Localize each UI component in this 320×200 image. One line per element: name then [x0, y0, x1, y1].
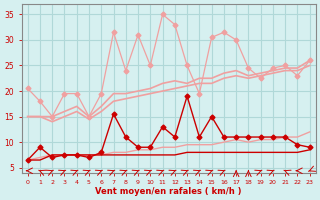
X-axis label: Vent moyen/en rafales ( km/h ): Vent moyen/en rafales ( km/h ): [95, 187, 242, 196]
